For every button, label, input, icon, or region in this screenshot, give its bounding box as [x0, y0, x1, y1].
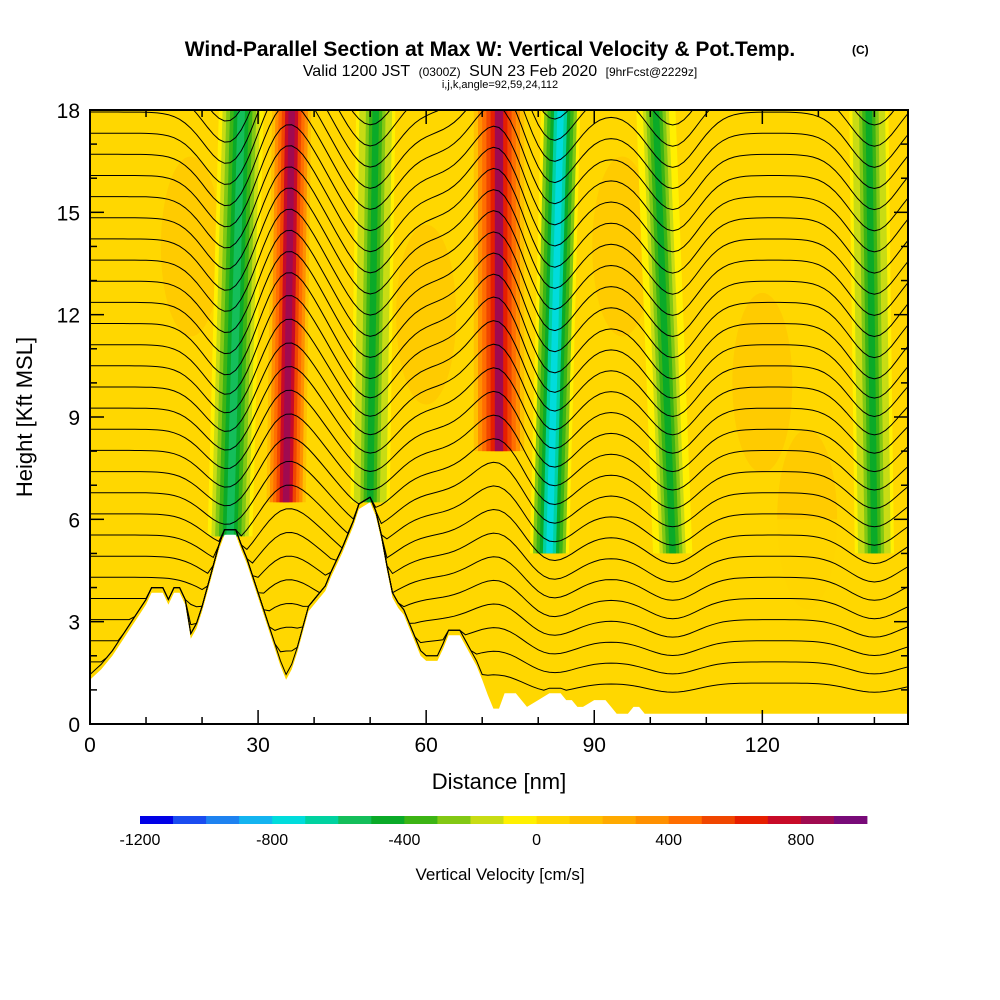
theta-contour	[90, 389, 908, 473]
theta-contour	[90, 110, 908, 211]
colorbar-swatch	[272, 816, 306, 824]
y-tick-label: 0	[68, 714, 80, 737]
theta-contour	[90, 96, 908, 104]
colorbar-tick-label: 800	[788, 832, 815, 849]
y-tick-label: 18	[57, 100, 80, 123]
x-tick-label: 60	[414, 734, 437, 757]
x-axis-label: Distance [nm]	[432, 769, 567, 794]
colorbar-tick-label: -800	[256, 832, 288, 849]
colorbar-tick-label: -400	[388, 832, 420, 849]
y-axis-ticks: 0 3 6 9 12 15 18	[57, 100, 80, 737]
copyright-mark: (C)	[852, 43, 869, 57]
colorbar-tick-label: 0	[532, 832, 541, 849]
colorbar-swatch	[833, 816, 868, 824]
grid-indices: i,j,k,angle=92,59,24,112	[442, 79, 558, 91]
plot-area	[89, 96, 909, 725]
y-tick-label: 15	[57, 202, 80, 225]
theta-contour	[90, 484, 908, 546]
theta-contour	[210, 110, 895, 126]
low-level-calm-zone	[527, 519, 908, 724]
colorbar-swatch	[404, 816, 438, 824]
velocity-band-2-level-6	[282, 110, 295, 503]
x-tick-label: 0	[84, 734, 96, 757]
colorbar-swatch	[239, 816, 273, 824]
colorbar-label: Vertical Velocity [cm/s]	[415, 865, 584, 884]
theta-contour	[90, 413, 908, 491]
velocity-band-6-level-6	[652, 110, 676, 554]
velocity-band-4-level-6	[494, 110, 504, 452]
velocity-band-5-level-6	[546, 110, 564, 554]
colorbar-ticks: -1200 -800 -400 0 400 800	[120, 832, 815, 849]
theta-contour	[90, 229, 908, 338]
valid-time-line: Valid 1200 JST (0300Z) SUN 23 Feb 2020 […	[303, 63, 697, 80]
y-axis-label: Height [Kft MSL]	[12, 337, 37, 497]
theta-contour	[90, 366, 908, 454]
velocity-band-7-level-6	[865, 110, 878, 554]
colorbar-swatch	[602, 816, 637, 824]
colorbar-swatch	[371, 816, 405, 824]
colorbar-swatch	[173, 816, 207, 824]
colorbar-swatch	[569, 816, 604, 824]
colorbar-swatch	[536, 816, 570, 824]
colorbar-tick-label: -1200	[120, 832, 161, 849]
weak-updraft-patch	[592, 156, 653, 337]
theta-contour	[90, 295, 908, 399]
colorbar-swatch	[767, 816, 802, 824]
theta-contour	[90, 437, 908, 509]
colorbar-swatch	[635, 816, 670, 824]
theta-contour	[90, 251, 908, 359]
x-tick-label: 30	[246, 734, 269, 757]
colorbar-swatch	[668, 816, 703, 824]
tick-marks	[89, 109, 908, 725]
weak-updraft-patch	[160, 156, 221, 337]
theta-contour	[90, 460, 908, 528]
terrain	[90, 502, 908, 724]
colorbar-swatch	[800, 816, 835, 824]
theta-contour	[90, 110, 908, 190]
x-axis-ticks: 0 30 60 90 120	[84, 734, 780, 757]
weak-updraft-patch	[732, 292, 793, 473]
theta-contour	[90, 318, 908, 418]
colorbar-swatch	[701, 816, 736, 824]
y-tick-label: 9	[68, 407, 80, 430]
colorbar	[140, 816, 868, 824]
theta-contour	[192, 110, 908, 147]
theta-contour	[90, 208, 908, 316]
colorbar-swatch	[140, 816, 174, 824]
weak-updraft-patch	[396, 224, 457, 405]
valid-date: SUN 23 Feb 2020	[469, 63, 597, 80]
y-tick-label: 3	[68, 612, 80, 635]
x-tick-label: 90	[583, 734, 606, 757]
x-tick-label: 120	[745, 734, 780, 757]
theta-contour	[90, 187, 908, 295]
y-tick-label: 12	[57, 305, 80, 328]
theta-contour	[90, 124, 908, 232]
valid-utc: (0300Z)	[419, 65, 461, 79]
colorbar-swatch	[503, 816, 537, 824]
colorbar-swatch	[734, 816, 769, 824]
valid-prefix: Valid 1200 JST	[303, 63, 411, 80]
theta-contours	[90, 96, 908, 693]
theta-contour	[90, 145, 908, 253]
chart-title: Wind-Parallel Section at Max W: Vertical…	[185, 38, 796, 61]
forecast-label: [9hrFcst@2229z]	[606, 65, 698, 79]
colorbar-swatch	[437, 816, 471, 824]
colorbar-swatch	[338, 816, 372, 824]
colorbar-tick-label: 400	[655, 832, 682, 849]
theta-contour	[90, 272, 908, 380]
theta-contour	[90, 166, 908, 274]
theta-contour	[90, 342, 908, 436]
y-tick-label: 6	[68, 509, 80, 532]
theta-contour	[90, 110, 908, 168]
colorbar-swatch	[206, 816, 240, 824]
colorbar-swatch	[305, 816, 339, 824]
colorbar-swatch	[470, 816, 504, 824]
